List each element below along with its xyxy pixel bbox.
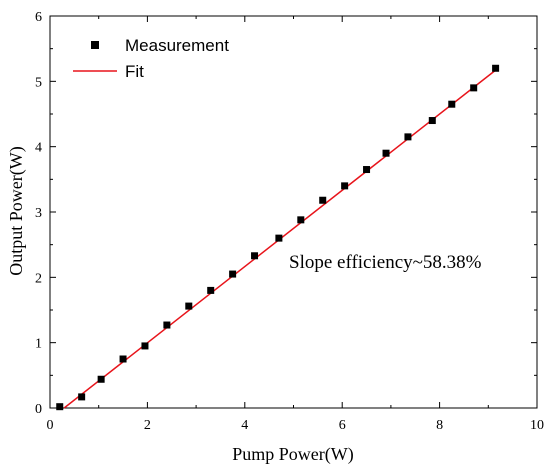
measurement-point bbox=[382, 149, 390, 157]
measurement-point bbox=[185, 302, 193, 310]
x-tick-label: 2 bbox=[144, 418, 151, 433]
measurement-point bbox=[251, 252, 259, 260]
measurement-point bbox=[470, 84, 478, 92]
measurement-point bbox=[404, 133, 412, 141]
x-tick-label: 0 bbox=[47, 418, 54, 433]
measurement-point bbox=[97, 375, 105, 383]
legend-label-fit: Fit bbox=[125, 62, 144, 81]
measurement-point bbox=[119, 355, 127, 363]
measurement-point bbox=[275, 234, 283, 242]
y-tick-label: 0 bbox=[35, 402, 42, 417]
x-axis-title: Pump Power(W) bbox=[232, 444, 353, 465]
legend-marker-measurement bbox=[91, 41, 99, 49]
legend-label-measurement: Measurement bbox=[125, 36, 229, 55]
measurement-point bbox=[297, 216, 305, 224]
y-tick-label: 3 bbox=[35, 206, 42, 221]
measurement-point bbox=[363, 166, 371, 174]
x-tick-label: 10 bbox=[530, 418, 544, 433]
measurement-point bbox=[229, 270, 237, 278]
measurement-point bbox=[56, 403, 64, 411]
y-tick-label: 2 bbox=[35, 271, 42, 286]
x-tick-label: 6 bbox=[339, 418, 346, 433]
plot-frame bbox=[49, 15, 538, 409]
measurement-point bbox=[448, 100, 456, 108]
y-tick-label: 1 bbox=[35, 337, 42, 352]
x-tick-label: 4 bbox=[241, 418, 248, 433]
measurement-point bbox=[492, 64, 500, 72]
measurement-point bbox=[141, 342, 149, 350]
measurement-point bbox=[78, 393, 86, 401]
measurement-point bbox=[207, 286, 215, 294]
y-axis-title: Output Power(W) bbox=[6, 146, 27, 275]
series-layer bbox=[56, 64, 500, 411]
measurement-point bbox=[319, 196, 327, 204]
measurement-point bbox=[341, 182, 349, 190]
legend: Measurement Fit bbox=[73, 36, 229, 81]
slope-annotation: Slope efficiency~58.38% bbox=[289, 252, 482, 273]
measurement-point bbox=[163, 321, 171, 329]
measurement-point bbox=[428, 117, 436, 125]
plot-area bbox=[49, 15, 538, 409]
y-tick-label: 4 bbox=[35, 141, 42, 156]
x-tick-label: 8 bbox=[436, 418, 443, 433]
ticks-layer: 0 2 4 6 8 10 0 1 2 3 4 5 6 bbox=[35, 10, 544, 433]
y-tick-label: 6 bbox=[35, 10, 42, 25]
y-tick-label: 5 bbox=[35, 75, 42, 90]
